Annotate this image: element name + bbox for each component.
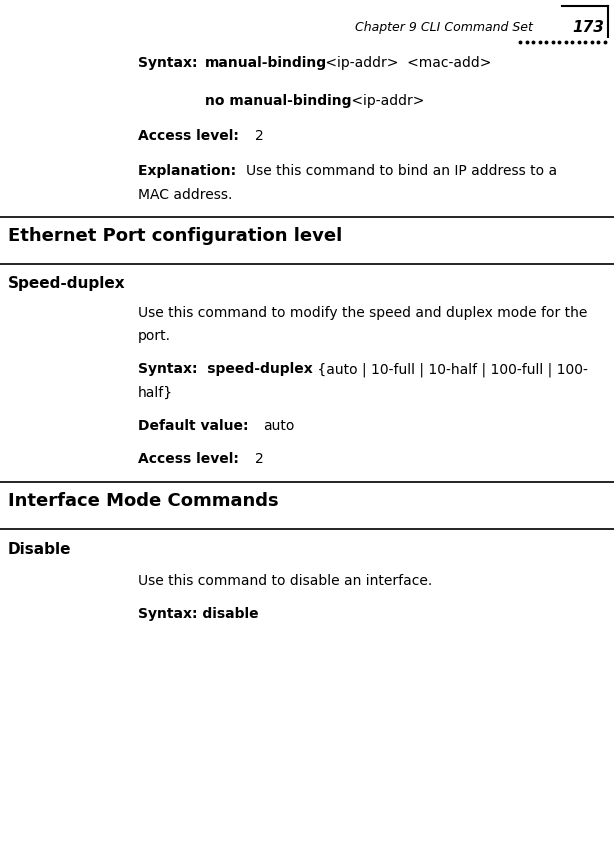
Text: Access level:: Access level:: [138, 129, 244, 143]
Text: <ip-addr>  <mac-add>: <ip-addr> <mac-add>: [321, 56, 492, 70]
Text: Ethernet Port configuration level: Ethernet Port configuration level: [8, 227, 342, 245]
Text: Explanation:: Explanation:: [138, 164, 241, 178]
Text: Chapter 9 CLI Command Set: Chapter 9 CLI Command Set: [355, 21, 533, 34]
Text: Use this command to modify the speed and duplex mode for the: Use this command to modify the speed and…: [138, 306, 588, 320]
Text: Interface Mode Commands: Interface Mode Commands: [8, 492, 279, 510]
Text: Use this command to disable an interface.: Use this command to disable an interface…: [138, 574, 432, 588]
Text: Disable: Disable: [8, 542, 71, 557]
Text: 173: 173: [572, 20, 604, 35]
Text: Speed-duplex: Speed-duplex: [8, 276, 126, 291]
Text: Use this command to bind an IP address to a: Use this command to bind an IP address t…: [246, 164, 558, 178]
Text: port.: port.: [138, 329, 171, 343]
Text: Syntax:: Syntax:: [138, 56, 203, 70]
Text: Syntax:  speed-duplex: Syntax: speed-duplex: [138, 362, 313, 376]
Text: auto: auto: [263, 419, 294, 433]
Text: Access level:: Access level:: [138, 452, 244, 466]
Text: MAC address.: MAC address.: [138, 188, 232, 202]
Text: <ip-addr>: <ip-addr>: [347, 94, 424, 108]
Text: Default value:: Default value:: [138, 419, 254, 433]
Text: 2: 2: [255, 452, 263, 466]
Text: no manual-binding: no manual-binding: [205, 94, 351, 108]
Text: 2: 2: [255, 129, 263, 143]
Text: manual-binding: manual-binding: [204, 56, 327, 70]
Text: Syntax: disable: Syntax: disable: [138, 607, 258, 621]
Text: half}: half}: [138, 386, 173, 400]
Text: {auto | 10-full | 10-half | 100-full | 100-: {auto | 10-full | 10-half | 100-full | 1…: [313, 362, 588, 377]
